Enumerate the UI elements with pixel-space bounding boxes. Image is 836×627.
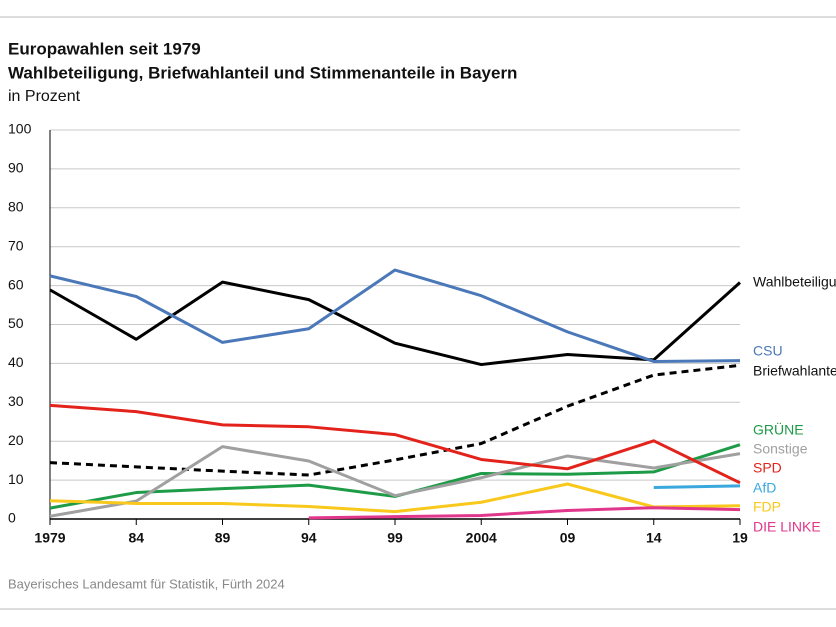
- series-line: [49, 403, 741, 485]
- x-tick-label: 84: [128, 530, 144, 546]
- x-tick-label: 2004: [466, 530, 497, 546]
- series-line: [49, 443, 741, 510]
- x-tick-label: 14: [646, 530, 662, 546]
- series-line: [49, 363, 741, 477]
- legend-label: SPD: [753, 460, 782, 476]
- legend-label: Wahlbeteiligung: [753, 274, 836, 290]
- x-tick-label: 19: [732, 530, 748, 546]
- y-tick-label: 10: [8, 471, 24, 487]
- series-line: [49, 445, 741, 518]
- x-tick-label: 1979: [34, 530, 65, 546]
- y-tick-label: 80: [8, 199, 24, 215]
- legend-label: GRÜNE: [753, 421, 804, 438]
- x-tick-label: 94: [301, 530, 317, 546]
- series-line: [49, 482, 741, 514]
- legend-label: Sonstige: [753, 441, 808, 457]
- y-tick-label: 30: [8, 393, 24, 409]
- series-line: [49, 280, 742, 367]
- y-tick-label: 20: [8, 432, 24, 448]
- y-tick-label: 60: [8, 276, 24, 292]
- chart-title: Europawahlen seit 1979: [8, 39, 201, 58]
- series-line: [653, 484, 741, 489]
- legend-label: DIE LINKE: [753, 519, 821, 535]
- x-tick-label: 89: [215, 530, 231, 546]
- y-tick-label: 100: [8, 121, 32, 137]
- y-tick-label: 40: [8, 354, 24, 370]
- series-line: [49, 268, 741, 363]
- x-tick-label: 09: [560, 530, 576, 546]
- chart-subtitle: Wahlbeteiligung, Briefwahlanteil und Sti…: [8, 63, 517, 82]
- x-tick-label: 99: [387, 530, 403, 546]
- source: Bayerisches Landesamt für Statistik, Für…: [8, 576, 285, 591]
- y-tick-label: 0: [8, 510, 16, 526]
- y-tick-label: 50: [8, 315, 24, 331]
- legend-label: FDP: [753, 499, 781, 515]
- series-line: [308, 506, 741, 520]
- y-tick-label: 90: [8, 160, 24, 176]
- legend-label: AfD: [753, 480, 776, 496]
- legend-label: Briefwahlanteil: [753, 363, 836, 379]
- unit-label: in Prozent: [8, 88, 81, 105]
- y-tick-label: 70: [8, 237, 24, 253]
- legend-label: CSU: [753, 343, 783, 359]
